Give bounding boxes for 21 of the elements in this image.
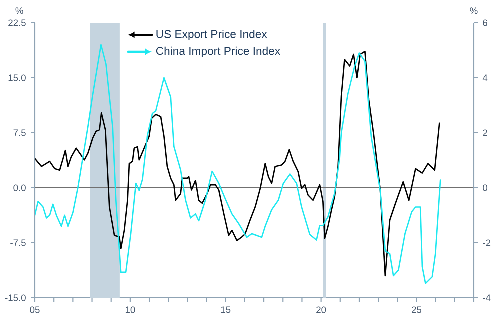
x-tick-label: 20 — [316, 306, 326, 314]
legend-label: China Import Price Index — [156, 46, 280, 58]
x-tick-label: 05 — [30, 306, 40, 314]
y2-tick-label: 0 — [483, 184, 488, 192]
y-tick-label: -7.5 — [10, 240, 26, 246]
x-tick-label: 25 — [412, 306, 422, 314]
legend-label: US Export Price Index — [156, 30, 268, 41]
y-tick-label: 15.0 — [8, 74, 26, 82]
y-tick-label: -15.0 — [5, 294, 26, 302]
y2-tick-label: -4 — [483, 294, 491, 302]
y-tick-label: 0.0 — [14, 184, 26, 192]
y-tick-label: 22.5 — [8, 20, 26, 26]
y2-tick-label: -2 — [483, 240, 491, 246]
y2-tick-label: 6 — [483, 20, 488, 26]
y2-tick-label: 4 — [482, 74, 488, 82]
y-axis-title: % — [16, 8, 24, 14]
x-tick-label: 15 — [221, 306, 231, 314]
y2-axis-title: % — [470, 8, 478, 14]
y2-tick-label: 2 — [483, 130, 488, 136]
x-tick-label: 10 — [126, 306, 136, 314]
y-tick-label: 7.5 — [14, 130, 26, 136]
